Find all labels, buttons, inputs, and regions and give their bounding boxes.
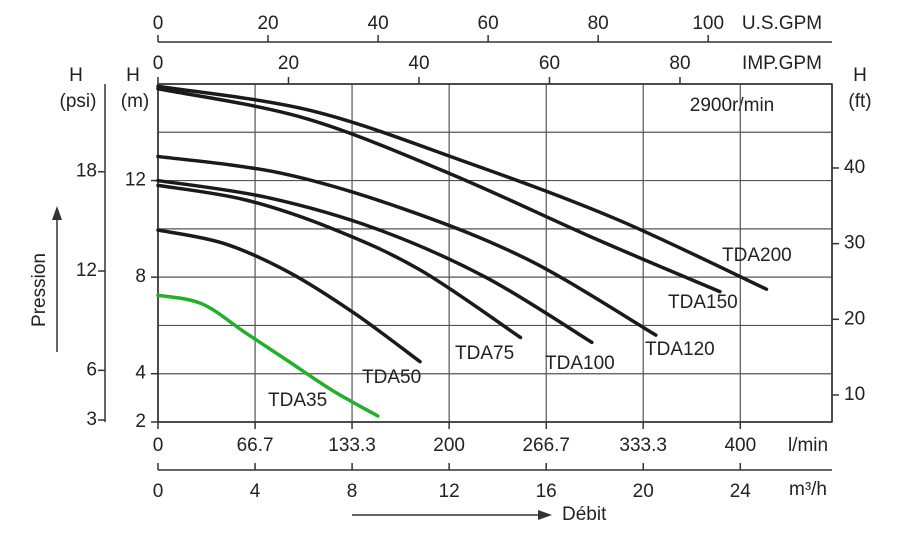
annotation: 2900r/min <box>690 95 775 116</box>
arrow-head <box>538 510 552 520</box>
ft-unit: (ft) <box>848 91 871 112</box>
curve-label: TDA75 <box>455 343 514 364</box>
curve-label: TDA50 <box>362 367 421 388</box>
tick-label: 40 <box>844 157 865 178</box>
tick-label: 6 <box>86 359 97 380</box>
tick-label: 266.7 <box>522 435 570 456</box>
curve <box>156 183 523 340</box>
tick-label: 12 <box>125 170 146 191</box>
curve <box>156 84 769 291</box>
ft-label: H <box>853 65 867 86</box>
tick-label: 400 <box>724 435 756 456</box>
tick-label: 60 <box>478 13 499 34</box>
tick-label: 80 <box>588 13 609 34</box>
y-title: Pression <box>29 253 50 327</box>
arrow-head <box>52 206 62 220</box>
impgpm-label: IMP.GPM <box>742 53 822 74</box>
tick-label: 10 <box>844 384 865 405</box>
tick-label: 2 <box>135 411 146 432</box>
tick-label: 80 <box>669 53 690 74</box>
curve <box>156 228 422 364</box>
tick-label: 40 <box>408 53 429 74</box>
y-label: H <box>126 65 140 86</box>
x-title: Débit <box>562 504 607 525</box>
tick-label: 12 <box>76 260 97 281</box>
tick-label: 60 <box>539 53 560 74</box>
psi-unit: (psi) <box>60 91 97 112</box>
curve-label: TDA120 <box>645 339 715 360</box>
tick-label: 8 <box>347 481 358 502</box>
curve-label: TDA100 <box>545 353 615 374</box>
tick-label: 3 <box>86 409 97 430</box>
y-unit: (m) <box>121 91 149 112</box>
tick-label: 24 <box>730 481 752 502</box>
tick-label: 100 <box>692 13 724 34</box>
curve-label: TDA200 <box>722 245 792 266</box>
tick-label: 0 <box>153 13 164 34</box>
tick-label: 133.3 <box>328 435 376 456</box>
tick-label: 30 <box>844 233 865 254</box>
psi-label: H <box>69 65 83 86</box>
tick-label: 20 <box>844 308 865 329</box>
tick-label: 20 <box>278 53 299 74</box>
tick-label: 20 <box>257 13 278 34</box>
m3h-label: m³/h <box>789 479 827 500</box>
tick-label: 12 <box>439 481 460 502</box>
curve <box>156 293 380 418</box>
tick-label: 40 <box>368 13 389 34</box>
tick-label: 333.3 <box>619 435 667 456</box>
curve-label: TDA35 <box>268 390 327 411</box>
tick-label: 4 <box>250 481 261 502</box>
tick-label: 20 <box>633 481 654 502</box>
curve-label: TDA150 <box>668 292 738 313</box>
tick-label: 66.7 <box>237 435 274 456</box>
tick-label: 16 <box>536 481 557 502</box>
tick-label: 0 <box>153 53 164 74</box>
curve <box>156 87 722 294</box>
curve <box>156 178 594 345</box>
curve <box>156 154 658 337</box>
tick-label: 200 <box>433 435 465 456</box>
x-label: l/min <box>788 435 828 456</box>
tick-label: 4 <box>135 363 146 384</box>
usgpm-label: U.S.GPM <box>742 13 822 34</box>
tick-label: 18 <box>76 161 97 182</box>
tick-label: 0 <box>153 435 164 456</box>
tick-label: 8 <box>135 266 146 287</box>
tick-label: 0 <box>153 481 164 502</box>
